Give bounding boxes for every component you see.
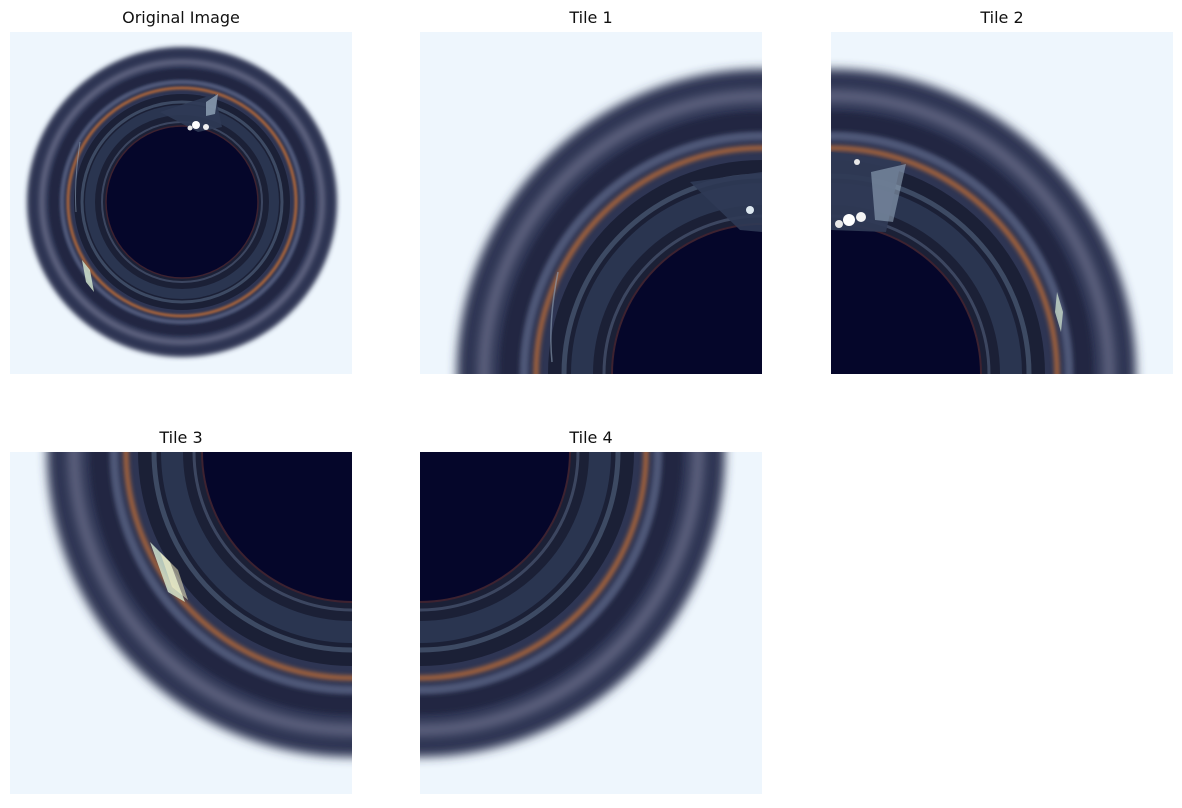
tile-3-image bbox=[10, 452, 352, 794]
panel-original: Original Image bbox=[10, 8, 352, 374]
panel-title-original: Original Image bbox=[122, 8, 240, 27]
panel-tile-1: Tile 1 bbox=[420, 8, 762, 374]
original-image bbox=[10, 32, 352, 374]
panel-title-tile-1: Tile 1 bbox=[569, 8, 613, 27]
panel-tile-2: Tile 2 bbox=[831, 8, 1173, 374]
tile-4-image bbox=[420, 452, 762, 794]
panel-title-tile-4: Tile 4 bbox=[569, 428, 613, 447]
panel-tile-3: Tile 3 bbox=[10, 428, 352, 794]
panel-title-tile-3: Tile 3 bbox=[159, 428, 203, 447]
tile-2-image bbox=[831, 32, 1173, 374]
panel-title-tile-2: Tile 2 bbox=[980, 8, 1024, 27]
tile-1-image bbox=[420, 32, 762, 374]
panel-tile-4: Tile 4 bbox=[420, 428, 762, 794]
